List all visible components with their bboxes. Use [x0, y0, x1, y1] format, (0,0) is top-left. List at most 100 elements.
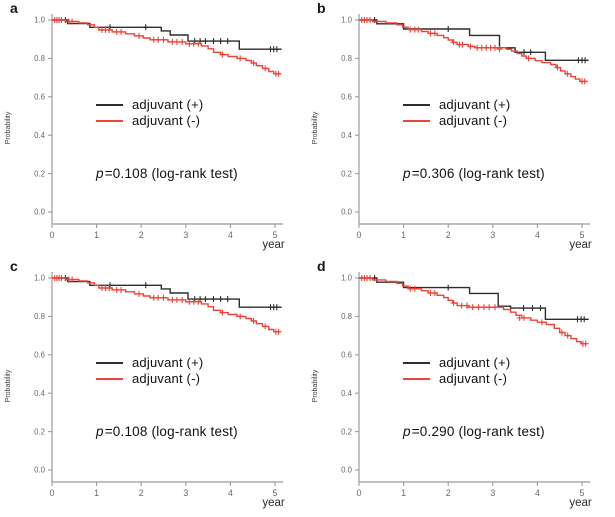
censor-marks-adjuvant-plus — [371, 275, 588, 323]
pvalue-annotation-c: p=0.108 (log-rank test) — [96, 424, 238, 439]
y-tick-label: 0.8 — [341, 54, 352, 63]
survival-curve-adjuvant-plus — [52, 277, 282, 308]
p-value-text: =0.108 (log-rank test) — [104, 166, 238, 181]
legend-row-adjuvant-plus: adjuvant (+) — [96, 355, 203, 370]
x-axis-title: year — [569, 497, 592, 509]
x-tick-label: 4 — [228, 230, 233, 240]
y-tick-label: 0.4 — [34, 389, 46, 398]
legend-row-adjuvant-plus: adjuvant (+) — [403, 97, 510, 112]
km-plot-c: 0.0 0.2 0.4 0.6 0.8 1.0 0 1 2 3 4 5 Probability year — [5, 272, 285, 509]
x-tick-label: 5 — [580, 488, 585, 498]
censor-marks-adjuvant-minus — [51, 275, 282, 335]
y-axis-title: Probability — [312, 111, 319, 144]
x-tick-label: 3 — [183, 488, 188, 498]
x-tick-label: 1 — [94, 230, 99, 240]
legend-label-adjuvant-plus: adjuvant (+) — [132, 355, 204, 370]
legend-d: adjuvant (+) adjuvant (-) — [403, 355, 510, 386]
legend-row-adjuvant-minus: adjuvant (-) — [96, 371, 203, 386]
y-tick-label: 0.6 — [341, 93, 352, 102]
survival-curve-adjuvant-minus — [52, 277, 281, 333]
p-symbol: p — [96, 424, 104, 439]
y-tick-label: 0.6 — [34, 93, 45, 102]
legend-line-adjuvant-minus — [96, 377, 123, 380]
legend-a: adjuvant (+) adjuvant (-) — [96, 97, 203, 128]
x-tick-label: 2 — [446, 230, 451, 240]
survival-curve-adjuvant-minus — [52, 19, 281, 75]
y-tick-label: 0.2 — [34, 169, 45, 178]
pvalue-annotation-b: p=0.306 (log-rank test) — [403, 166, 545, 181]
censor-marks-adjuvant-minus — [358, 275, 589, 347]
y-tick-label: 0.0 — [34, 208, 46, 217]
survival-curve-adjuvant-plus — [52, 19, 282, 50]
legend-line-adjuvant-plus — [403, 361, 430, 364]
x-tick-label: 2 — [139, 230, 144, 240]
x-axis-title: year — [569, 239, 592, 251]
y-axis-title: Probability — [5, 369, 12, 402]
y-tick-label: 1.0 — [34, 16, 46, 25]
p-symbol: p — [403, 166, 411, 181]
y-tick-label: 0.0 — [34, 466, 46, 475]
panel-label-d: d — [317, 258, 326, 274]
legend-row-adjuvant-minus: adjuvant (-) — [403, 371, 510, 386]
panel-label-b: b — [317, 0, 326, 16]
x-tick-label: 4 — [535, 230, 540, 240]
legend-line-adjuvant-minus — [403, 377, 430, 380]
km-plot-b: 0.0 0.2 0.4 0.6 0.8 1.0 0 1 2 3 4 5 Probability year — [312, 14, 592, 251]
x-tick-label: 0 — [357, 230, 362, 240]
x-tick-label: 4 — [535, 488, 540, 498]
x-tick-label: 0 — [50, 488, 55, 498]
panel-c: c 0.0 0.2 0.4 0.6 0.8 1.0 0 1 2 3 4 5 Probability yea… — [0, 258, 307, 517]
y-tick-label: 0.2 — [34, 427, 45, 436]
legend-label-adjuvant-minus: adjuvant (-) — [132, 113, 201, 128]
p-value-text: =0.290 (log-rank test) — [411, 424, 545, 439]
y-axis-title: Probability — [5, 111, 12, 144]
y-tick-label: 0.4 — [341, 389, 353, 398]
x-tick-label: 5 — [273, 230, 278, 240]
x-tick-label: 3 — [183, 230, 188, 240]
pvalue-annotation-a: p=0.108 (log-rank test) — [96, 166, 238, 181]
x-tick-label: 5 — [273, 488, 278, 498]
y-tick-label: 0.0 — [341, 466, 353, 475]
censor-marks-adjuvant-minus — [358, 17, 588, 85]
y-tick-label: 1.0 — [34, 274, 46, 283]
panel-d: d 0.0 0.2 0.4 0.6 0.8 1.0 0 1 2 3 4 5 Probability yea… — [307, 258, 615, 517]
p-symbol: p — [96, 166, 104, 181]
legend-line-adjuvant-plus — [96, 361, 123, 364]
y-tick-label: 0.8 — [34, 312, 45, 321]
legend-row-adjuvant-minus: adjuvant (-) — [403, 113, 510, 128]
pvalue-annotation-d: p=0.290 (log-rank test) — [403, 424, 545, 439]
panel-b: b 0.0 0.2 0.4 0.6 0.8 1.0 0 1 2 3 4 5 Probability yea… — [307, 0, 615, 258]
legend-row-adjuvant-minus: adjuvant (-) — [96, 113, 203, 128]
legend-label-adjuvant-minus: adjuvant (-) — [439, 113, 508, 128]
y-tick-label: 0.4 — [341, 131, 353, 140]
x-tick-label: 5 — [580, 230, 585, 240]
x-axis-title: year — [262, 497, 285, 509]
legend-label-adjuvant-plus: adjuvant (+) — [439, 97, 511, 112]
legend-label-adjuvant-plus: adjuvant (+) — [439, 355, 511, 370]
censor-marks-adjuvant-plus — [371, 17, 589, 64]
y-tick-label: 0.0 — [341, 208, 353, 217]
p-value-text: =0.306 (log-rank test) — [411, 166, 545, 181]
survival-curve-adjuvant-minus — [359, 277, 588, 345]
legend-label-adjuvant-minus: adjuvant (-) — [132, 371, 201, 386]
y-tick-label: 0.6 — [34, 351, 45, 360]
y-tick-label: 1.0 — [341, 16, 353, 25]
x-tick-label: 1 — [401, 488, 406, 498]
panel-label-c: c — [10, 258, 18, 274]
legend-row-adjuvant-plus: adjuvant (+) — [96, 97, 203, 112]
y-tick-label: 0.2 — [341, 169, 352, 178]
y-axis-title: Probability — [312, 369, 319, 402]
legend-line-adjuvant-minus — [96, 119, 123, 122]
x-tick-label: 1 — [401, 230, 406, 240]
p-symbol: p — [403, 424, 411, 439]
y-tick-label: 1.0 — [341, 274, 353, 283]
km-plot-a: 0.0 0.2 0.4 0.6 0.8 1.0 0 1 2 3 4 5 Probability year — [5, 14, 285, 251]
survival-curve-adjuvant-plus — [359, 277, 589, 320]
legend-line-adjuvant-minus — [403, 119, 430, 122]
x-tick-label: 1 — [94, 488, 99, 498]
censor-marks-adjuvant-minus — [51, 17, 282, 77]
y-tick-label: 0.8 — [34, 54, 45, 63]
x-tick-label: 3 — [490, 230, 495, 240]
legend-line-adjuvant-plus — [403, 103, 430, 106]
